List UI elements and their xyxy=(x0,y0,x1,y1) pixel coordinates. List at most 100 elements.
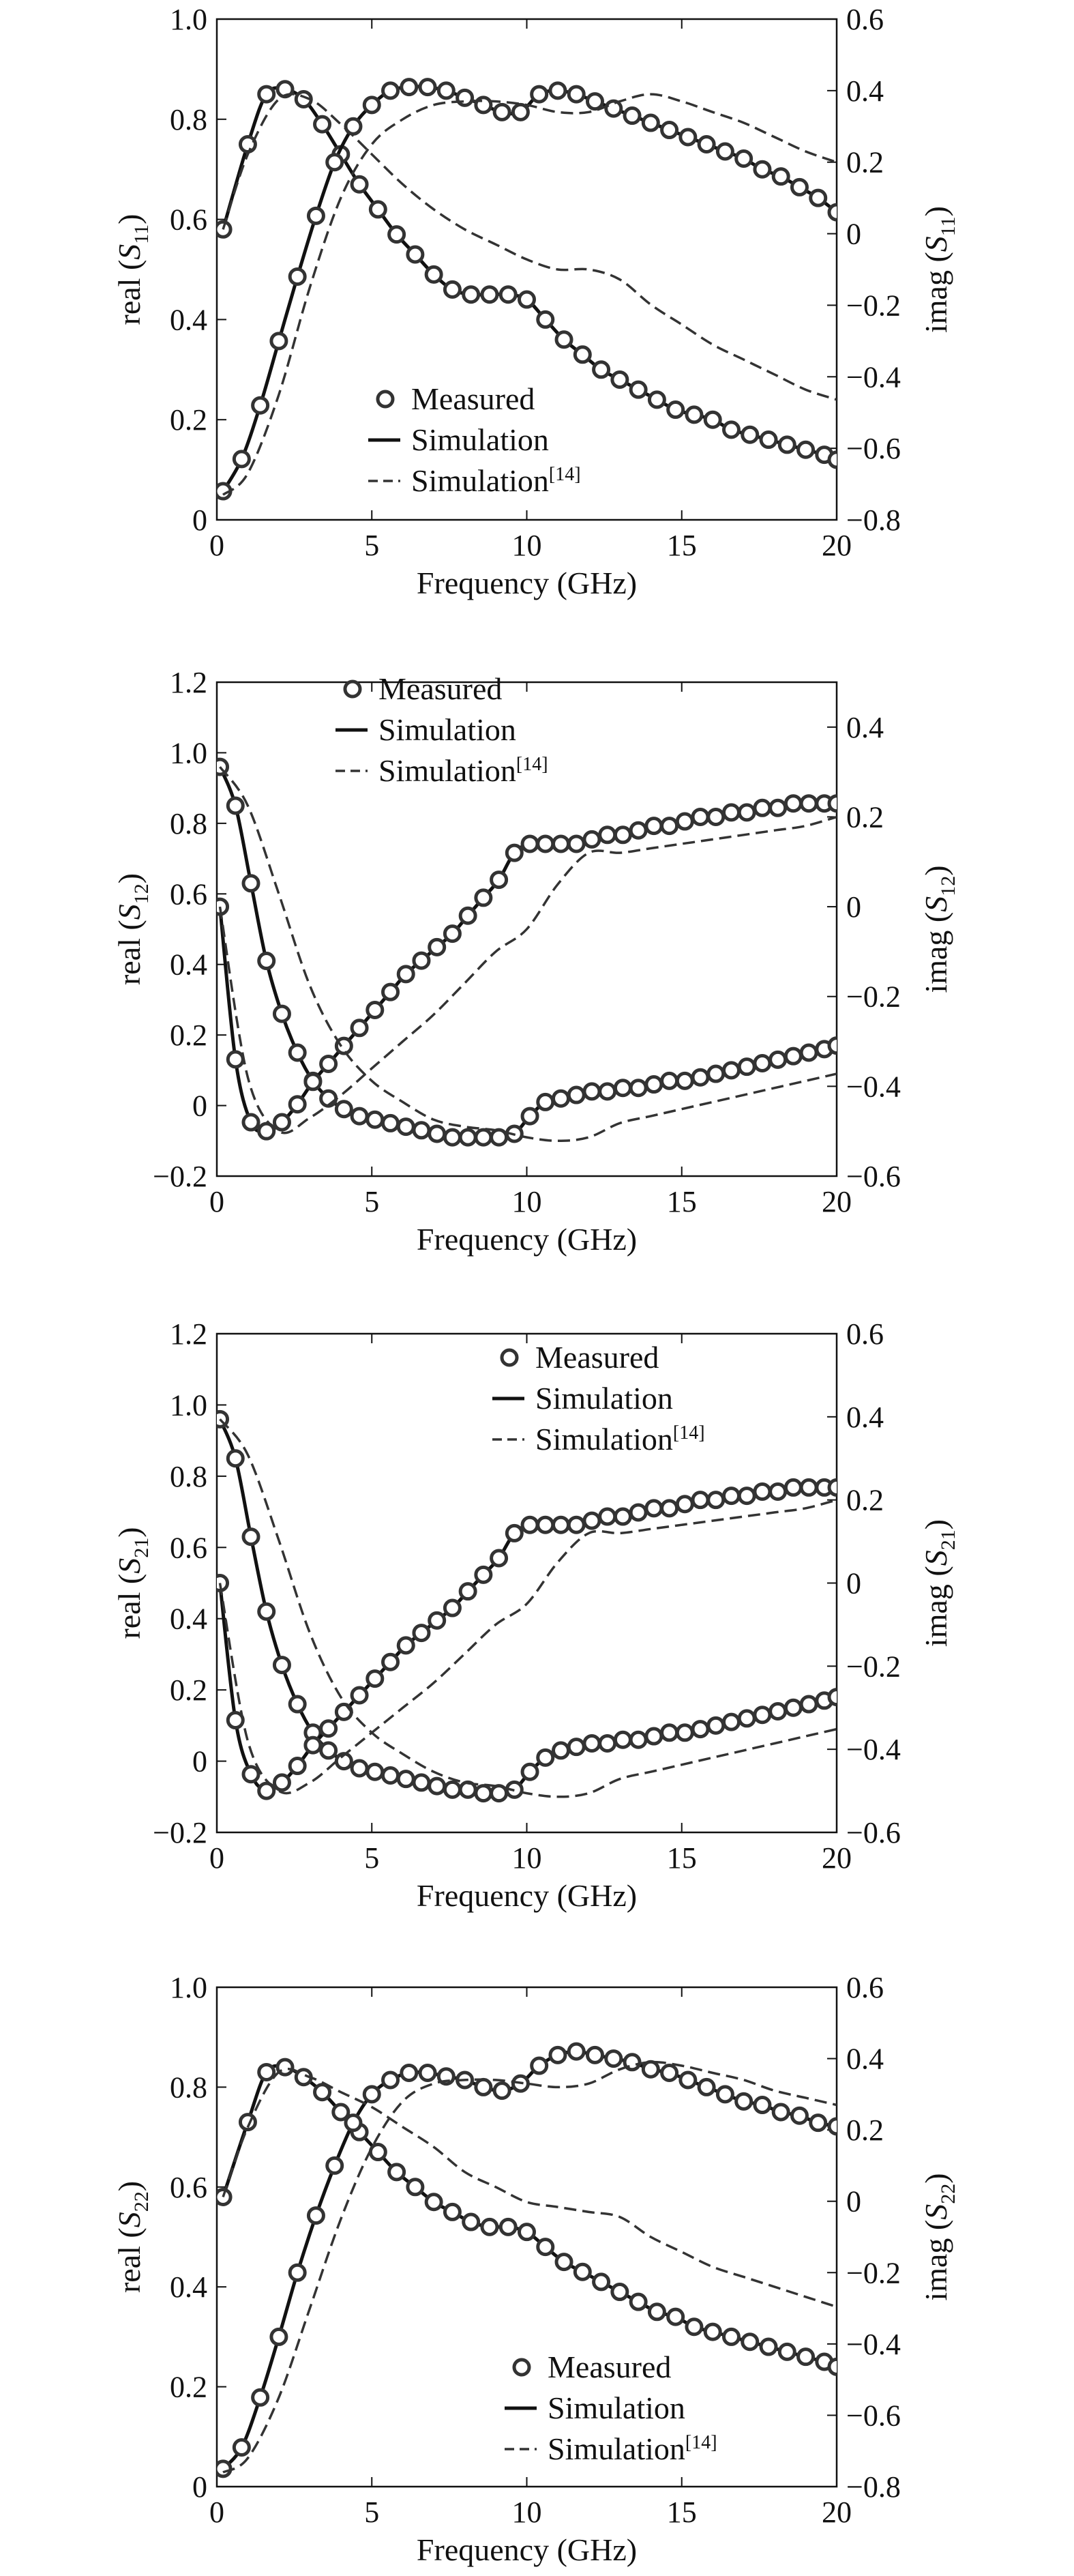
measured-marker-imag xyxy=(585,2045,604,2064)
measured-marker-imag xyxy=(790,2106,809,2125)
y2-tick-label: 0.2 xyxy=(846,1484,884,1517)
measured-marker-imag xyxy=(241,1113,260,1132)
measured-marker-imag xyxy=(809,2113,828,2133)
measured-marker-imag xyxy=(551,834,570,853)
measured-marker-imag xyxy=(706,1491,726,1510)
y2-axis-label-main: imag ( xyxy=(919,1566,953,1647)
legend-label: Simulation xyxy=(535,1381,673,1416)
y-tick-label: 0.2 xyxy=(170,1673,207,1707)
measured-marker-real xyxy=(777,2342,796,2361)
legend-marker-icon xyxy=(343,679,362,699)
measured-marker-real xyxy=(498,2217,518,2236)
measured-marker-imag xyxy=(623,106,642,126)
measured-marker-real xyxy=(412,1121,431,1140)
measured-marker-imag xyxy=(641,113,660,132)
legend-label-text: Simulation xyxy=(535,1381,673,1416)
measured-marker-real xyxy=(796,440,816,459)
legend-label-text: Simulation xyxy=(378,712,516,747)
legend-label-text: Simulation xyxy=(535,1422,673,1457)
measured-marker-real xyxy=(381,1113,400,1132)
measured-marker-imag xyxy=(644,817,663,836)
measured-marker-imag xyxy=(784,794,803,813)
measured-marker-imag xyxy=(697,2077,716,2096)
measured-marker-imag xyxy=(257,1781,276,1800)
measured-marker-real xyxy=(741,2332,760,2352)
y2-axis-label: imag (S11) xyxy=(919,206,959,333)
measured-marker-imag xyxy=(458,906,477,925)
y2-tick-label: −0.2 xyxy=(846,980,901,1014)
measured-marker-real xyxy=(387,225,406,244)
y2-tick-label: −0.6 xyxy=(846,1160,901,1193)
x-tick-label: 20 xyxy=(822,1185,852,1218)
measured-marker-real xyxy=(737,1709,756,1728)
measured-marker-real xyxy=(257,85,276,104)
x-tick-label: 20 xyxy=(822,2496,852,2529)
measured-marker-real xyxy=(257,1602,276,1621)
y2-axis-label-end: ) xyxy=(919,2173,953,2183)
plot-area xyxy=(217,2042,837,2478)
measured-marker-real xyxy=(366,1762,385,1781)
legend-marker-icon xyxy=(500,1348,519,1367)
legend-label-text: Measured xyxy=(378,671,502,706)
measured-marker-imag xyxy=(381,982,400,1001)
measured-marker-imag xyxy=(715,142,734,161)
legend-label-text: Simulation xyxy=(548,2431,685,2466)
measured-marker-imag xyxy=(675,812,694,831)
measured-marker-real xyxy=(428,1124,447,1143)
measured-marker-imag xyxy=(737,803,756,822)
measured-marker-imag xyxy=(251,2388,270,2407)
measured-marker-real xyxy=(480,2217,499,2236)
measured-marker-real xyxy=(272,1656,291,1675)
measured-marker-real xyxy=(741,425,760,444)
measured-marker-real xyxy=(350,1759,369,1778)
y-tick-label: 1.0 xyxy=(170,1971,207,2004)
measured-marker-real xyxy=(784,1698,803,1717)
measured-marker-imag xyxy=(350,1019,369,1038)
measured-marker-imag xyxy=(366,1000,385,1019)
measured-marker-imag xyxy=(753,160,772,179)
measured-marker-imag xyxy=(721,803,741,822)
measured-marker-real xyxy=(406,2178,425,2197)
plot-area xyxy=(217,78,837,501)
measured-marker-real xyxy=(799,1043,818,1062)
measured-marker-imag xyxy=(551,1515,570,1534)
measured-marker-imag xyxy=(582,1511,601,1530)
chart-panel-1: 0 5 10 15 20 0 0.2 0.4 0.6 0.8 1.0 −0.8 −0.6 −0.4 −0.2… xyxy=(112,3,959,600)
x-axis-label: Frequency (GHz) xyxy=(417,1878,637,1913)
measured-marker-imag xyxy=(288,267,307,286)
measured-marker-real xyxy=(368,200,387,219)
measured-marker-imag xyxy=(567,85,586,104)
x-tick-label: 5 xyxy=(364,1185,379,1218)
measured-marker-imag xyxy=(604,2049,623,2068)
measured-marker-real xyxy=(288,1695,307,1714)
measured-marker-imag xyxy=(753,2096,772,2115)
legend-label: Simulation[14] xyxy=(411,463,581,498)
y2-axis-label: imag (S21) xyxy=(919,1519,959,1647)
chart-panel-3: 0 5 10 15 20−0.200.20.40.60.81.01.2−0.6−0.4−… xyxy=(112,1317,959,1913)
x-tick-label: 5 xyxy=(364,1841,379,1875)
y2-tick-label: 0.6 xyxy=(846,1971,884,2004)
x-tick-label: 15 xyxy=(667,1185,697,1218)
measured-marker-real xyxy=(691,1068,710,1087)
measured-marker-imag xyxy=(492,102,511,121)
y-axis-label: real (S22) xyxy=(112,2181,153,2293)
measured-marker-imag xyxy=(520,1515,539,1534)
measured-marker-imag xyxy=(753,1482,772,1501)
y-tick-label: 1.0 xyxy=(170,3,207,36)
dashed-line-imag xyxy=(218,815,837,1135)
measured-marker-imag xyxy=(644,1499,663,1518)
measured-marker-real xyxy=(381,1766,400,1785)
measured-marker-imag xyxy=(641,2060,660,2079)
y-tick-label: 0 xyxy=(192,2470,207,2504)
x-tick-label: 10 xyxy=(512,1185,542,1218)
y-axis-label-s: S xyxy=(112,244,147,260)
y-axis-label-main: real ( xyxy=(112,1574,147,1639)
measured-marker-imag xyxy=(474,1565,493,1584)
legend-label: Simulation[14] xyxy=(378,753,548,788)
x-tick-label: 15 xyxy=(667,2496,697,2529)
measured-marker-real xyxy=(217,757,230,776)
measured-marker-imag xyxy=(691,807,710,826)
measured-marker-real xyxy=(644,1075,663,1094)
measured-marker-real xyxy=(827,1036,837,1055)
